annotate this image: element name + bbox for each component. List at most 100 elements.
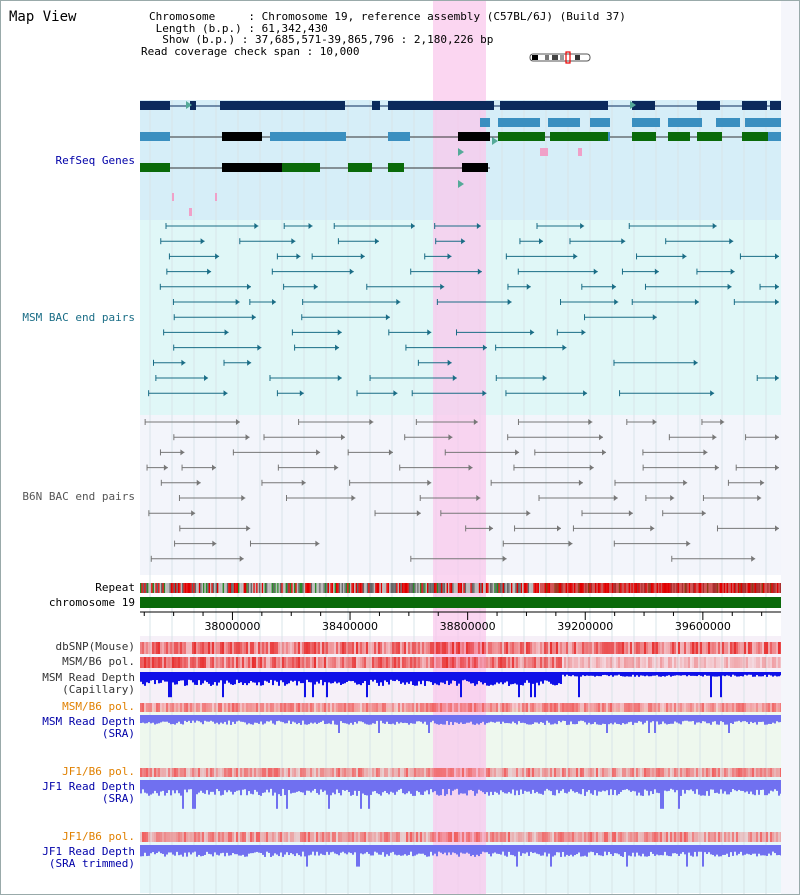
repeat-mark — [362, 583, 364, 593]
depth-bar — [168, 715, 170, 723]
msm-depth-sra-label-1: MSM Read Depth — [42, 715, 135, 728]
depth-bar — [190, 780, 192, 790]
heat-cell — [564, 703, 566, 712]
heat-cell — [580, 703, 582, 712]
depth-bar — [278, 780, 280, 795]
depth-bar — [248, 845, 250, 854]
msm-depth-capillary-label[interactable]: MSM Read Depth (Capillary) — [5, 672, 135, 696]
heat-cell — [288, 657, 290, 668]
depth-bar — [546, 715, 548, 721]
heat-cell — [260, 703, 262, 712]
heat-cell — [570, 657, 572, 668]
jf1-depth-trimmed-label[interactable]: JF1 Read Depth (SRA trimmed) — [5, 846, 135, 870]
heat-cell — [556, 703, 558, 712]
depth-bar — [308, 715, 310, 725]
dbsnp-track-label[interactable]: dbSNP(Mouse) — [55, 640, 135, 653]
heat-cell — [338, 642, 340, 654]
depth-bar — [722, 780, 724, 794]
depth-bar — [232, 715, 234, 722]
msm-pol-track-label[interactable]: MSM/B6 pol. — [62, 655, 135, 668]
heat-cell — [626, 642, 628, 654]
depth-bar — [200, 780, 202, 791]
msm-depth-sra-label[interactable]: MSM Read Depth (SRA) — [5, 716, 135, 740]
heat-cell — [508, 832, 510, 842]
heat-cell — [384, 642, 386, 654]
heat-cell — [758, 657, 760, 668]
gene-exon — [697, 132, 722, 141]
heat-cell — [202, 832, 204, 842]
repeat-mark — [520, 583, 523, 593]
heat-cell — [416, 768, 418, 777]
depth-bar — [672, 715, 674, 724]
bac-end — [301, 479, 306, 486]
heat-cell — [422, 703, 424, 712]
depth-bar — [144, 672, 146, 686]
strand-arrow — [458, 180, 464, 188]
depth-bar — [564, 672, 566, 677]
jf1-pol-trimmed-track-label[interactable]: JF1/B6 pol. — [62, 830, 135, 843]
depth-bar — [302, 672, 304, 684]
depth-bar — [292, 715, 294, 722]
heat-cell — [602, 832, 604, 842]
msm-pol-sra-track-label[interactable]: MSM/B6 pol. — [62, 700, 135, 713]
heat-cell — [210, 657, 212, 668]
depth-bar — [428, 715, 430, 733]
heat-cell — [542, 703, 544, 712]
heat-cell — [500, 657, 502, 668]
depth-bar — [188, 845, 190, 853]
repeat-mark — [534, 583, 537, 593]
heat-cell — [256, 703, 258, 712]
heat-cell — [220, 642, 222, 654]
heat-cell — [764, 642, 766, 654]
depth-bar — [366, 780, 368, 796]
depth-bar — [712, 672, 714, 677]
heat-cell — [170, 642, 172, 654]
heat-cell — [446, 768, 448, 777]
heat-cell — [684, 642, 686, 654]
msm-bac-track-label[interactable]: MSM BAC end pairs — [22, 311, 135, 324]
jf1-pol-track-label[interactable]: JF1/B6 pol. — [62, 765, 135, 778]
repeat-mark — [147, 583, 149, 593]
depth-bar — [286, 780, 288, 809]
depth-bar — [722, 845, 724, 855]
heat-cell — [410, 768, 412, 777]
heat-cell — [634, 768, 636, 777]
repeat-mark — [149, 583, 152, 593]
heat-cell — [576, 657, 578, 668]
bac-end — [427, 329, 432, 336]
depth-bar — [468, 780, 470, 791]
heat-cell — [686, 832, 688, 842]
heat-cell — [518, 832, 520, 842]
chromosome-track-label: chromosome 19 — [48, 596, 135, 609]
b6n-bac-track-label[interactable]: B6N BAC end pairs — [22, 490, 135, 503]
depth-bar — [306, 780, 308, 791]
repeat-track-label[interactable]: Repeat — [95, 581, 135, 594]
depth-bar — [278, 715, 280, 721]
heat-cell — [718, 657, 720, 668]
jf1-depth-sra-label[interactable]: JF1 Read Depth (SRA) — [5, 781, 135, 805]
heat-cell — [484, 657, 486, 668]
refseq-track-label[interactable]: RefSeq Genes — [55, 154, 135, 167]
heat-cell — [524, 703, 526, 712]
depth-bar — [510, 715, 512, 724]
heat-cell — [494, 703, 496, 712]
depth-bar — [538, 672, 540, 686]
heat-cell — [330, 642, 332, 654]
repeat-mark — [288, 583, 290, 593]
depth-bar — [658, 672, 660, 677]
heat-cell — [232, 703, 234, 712]
depth-bar — [514, 672, 516, 684]
depth-bar — [150, 845, 152, 854]
heat-cell — [676, 832, 678, 842]
depth-bar — [610, 845, 612, 855]
depth-bar — [312, 672, 314, 698]
depth-bar — [168, 845, 170, 853]
heat-cell — [270, 768, 272, 777]
depth-bar — [608, 780, 610, 796]
depth-bar — [260, 715, 262, 722]
repeat-mark — [484, 583, 486, 593]
repeat-mark — [476, 583, 478, 593]
heat-cell — [528, 832, 530, 842]
depth-bar — [156, 715, 158, 724]
